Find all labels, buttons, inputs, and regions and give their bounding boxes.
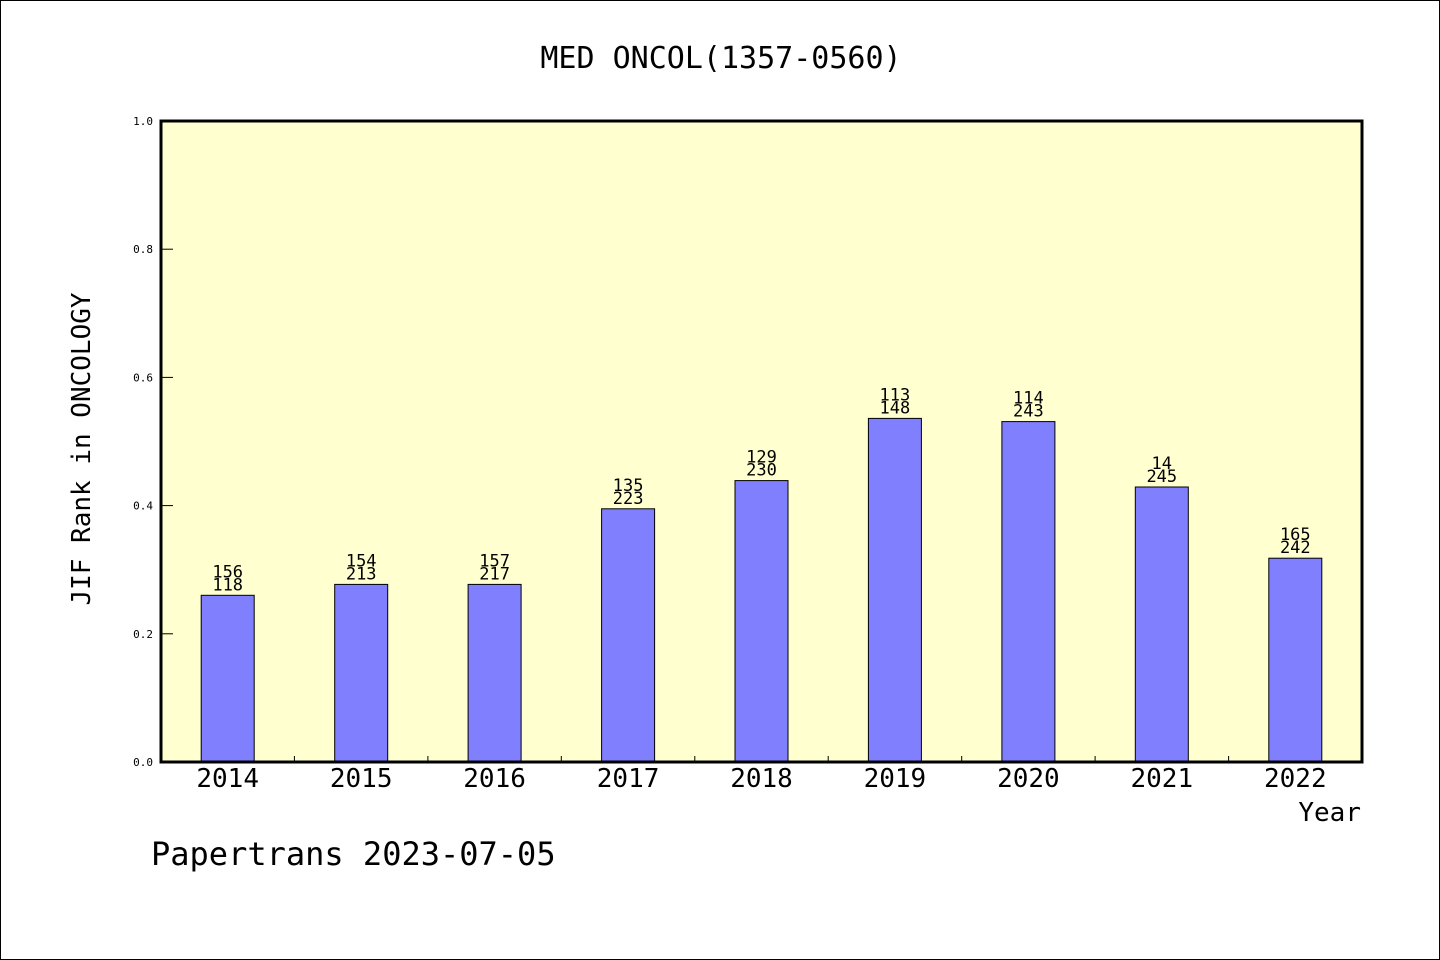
x-tick-label: 2019 [864,764,927,794]
bar-total-label: 242 [1280,538,1311,558]
bar-2020 [1001,421,1056,763]
bar-2021 [1134,486,1189,763]
bar-2017 [601,508,656,763]
bar-rank-label: 165 [1280,525,1311,545]
bar-total-label: 230 [746,461,777,481]
bar-rank-label: 113 [880,385,911,405]
bar-rank-label: 129 [746,448,777,468]
y-tick-label: 0.2 [133,628,153,641]
chart-title: MED ONCOL(1357-0560) [540,41,901,76]
bar-rank-label: 157 [479,551,510,571]
bar-total-label: 118 [212,575,243,595]
bar-2019 [867,417,922,763]
bar-2014 [200,594,255,763]
bar-total-label: 217 [479,564,510,584]
bar-rank-label: 14 [1152,454,1172,474]
bar-2018 [734,480,789,763]
bar-rank-label: 114 [1013,389,1044,409]
x-tick-label: 2018 [730,764,793,794]
footer-text: Papertrans 2023-07-05 [151,835,556,873]
ticks-group: 2014 2015 2016 2017 2018 2019 2020 2021 2022 0.0 0… [133,115,1326,794]
y-tick-label: 0.0 [133,756,153,769]
bar-rank-label: 154 [346,551,377,571]
x-axis-label: Year [1298,798,1361,828]
y-axis-label: JIF Rank in ONCOLOGY [67,292,97,605]
bar-total-label: 148 [880,398,911,418]
bar-2016 [467,583,522,763]
x-tick-label: 2021 [1130,764,1193,794]
bar-2022 [1268,557,1323,763]
bar-rank-label: 156 [212,562,243,582]
bar-total-label: 243 [1013,402,1044,422]
y-tick-label: 0.4 [133,500,153,513]
bar-total-label: 223 [613,489,644,509]
bar-total-label: 245 [1146,467,1177,487]
bar-rank-label: 135 [613,476,644,496]
x-tick-label: 2020 [997,764,1060,794]
x-tick-label: 2016 [463,764,526,794]
x-tick-label: 2017 [597,764,660,794]
plot-border [159,119,1364,764]
x-tick-label: 2014 [196,764,259,794]
bar-2015 [334,583,389,763]
bar-total-label: 213 [346,564,377,584]
y-tick-label: 0.8 [133,243,153,256]
y-tick-label: 1.0 [133,115,153,128]
y-tick-label: 0.6 [133,371,153,384]
x-tick-label: 2015 [330,764,393,794]
x-tick-label: 2022 [1264,764,1327,794]
